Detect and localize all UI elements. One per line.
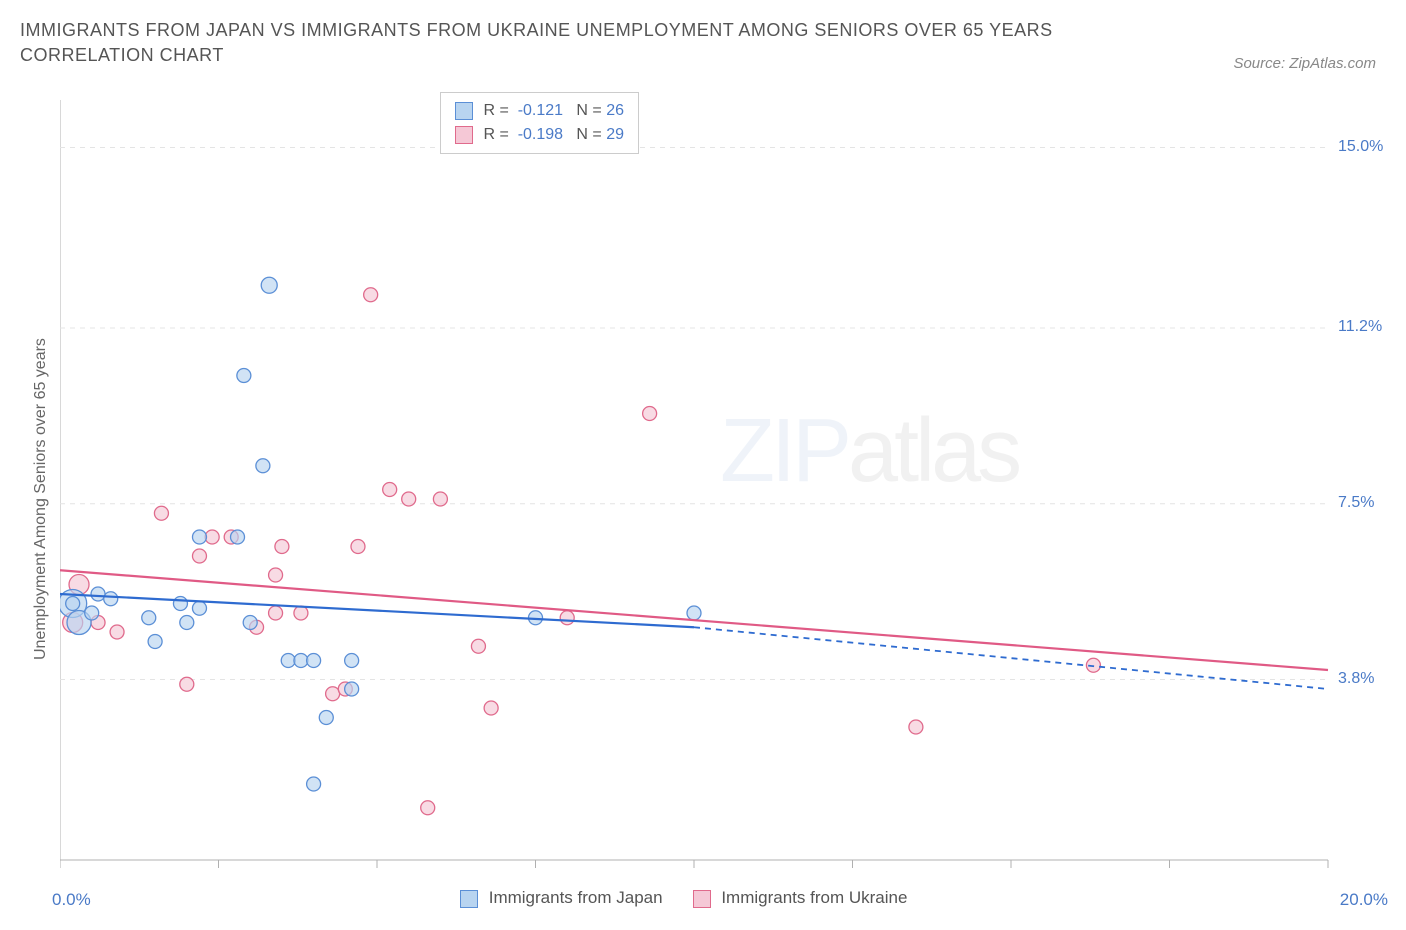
x-axis-max-label: 20.0% [1340, 890, 1388, 910]
stats-legend: R = -0.121 N = 26 R = -0.198 N = 29 [440, 92, 639, 154]
source-citation: Source: ZipAtlas.com [1233, 55, 1376, 72]
swatch-japan [455, 102, 473, 120]
r-japan: -0.121 [518, 102, 563, 119]
chart-area: Unemployment Among Seniors over 65 years… [60, 100, 1380, 870]
legend-label-japan: Immigrants from Japan [489, 888, 663, 907]
legend-swatch-japan [460, 890, 478, 908]
legend-label-ukraine: Immigrants from Ukraine [721, 888, 907, 907]
swatch-ukraine [455, 126, 473, 144]
chart-title: IMMIGRANTS FROM JAPAN VS IMMIGRANTS FROM… [20, 18, 1120, 68]
legend-swatch-ukraine [693, 890, 711, 908]
x-axis-min-label: 0.0% [52, 890, 91, 910]
r-ukraine: -0.198 [518, 126, 563, 143]
n-japan: 26 [606, 102, 624, 119]
series-legend: Immigrants from Japan Immigrants from Uk… [460, 888, 907, 908]
y-tick-label: 15.0% [1338, 138, 1383, 156]
stats-row-ukraine: R = -0.198 N = 29 [455, 123, 624, 147]
stats-row-japan: R = -0.121 N = 26 [455, 99, 624, 123]
y-axis-label: Unemployment Among Seniors over 65 years [32, 338, 50, 660]
y-tick-label: 3.8% [1338, 670, 1374, 688]
y-tick-label: 11.2% [1338, 318, 1382, 336]
n-ukraine: 29 [606, 126, 624, 143]
y-tick-label: 7.5% [1338, 494, 1374, 512]
scatter-plot [60, 100, 1380, 870]
legend-item-japan: Immigrants from Japan [460, 888, 663, 908]
legend-item-ukraine: Immigrants from Ukraine [693, 888, 908, 908]
